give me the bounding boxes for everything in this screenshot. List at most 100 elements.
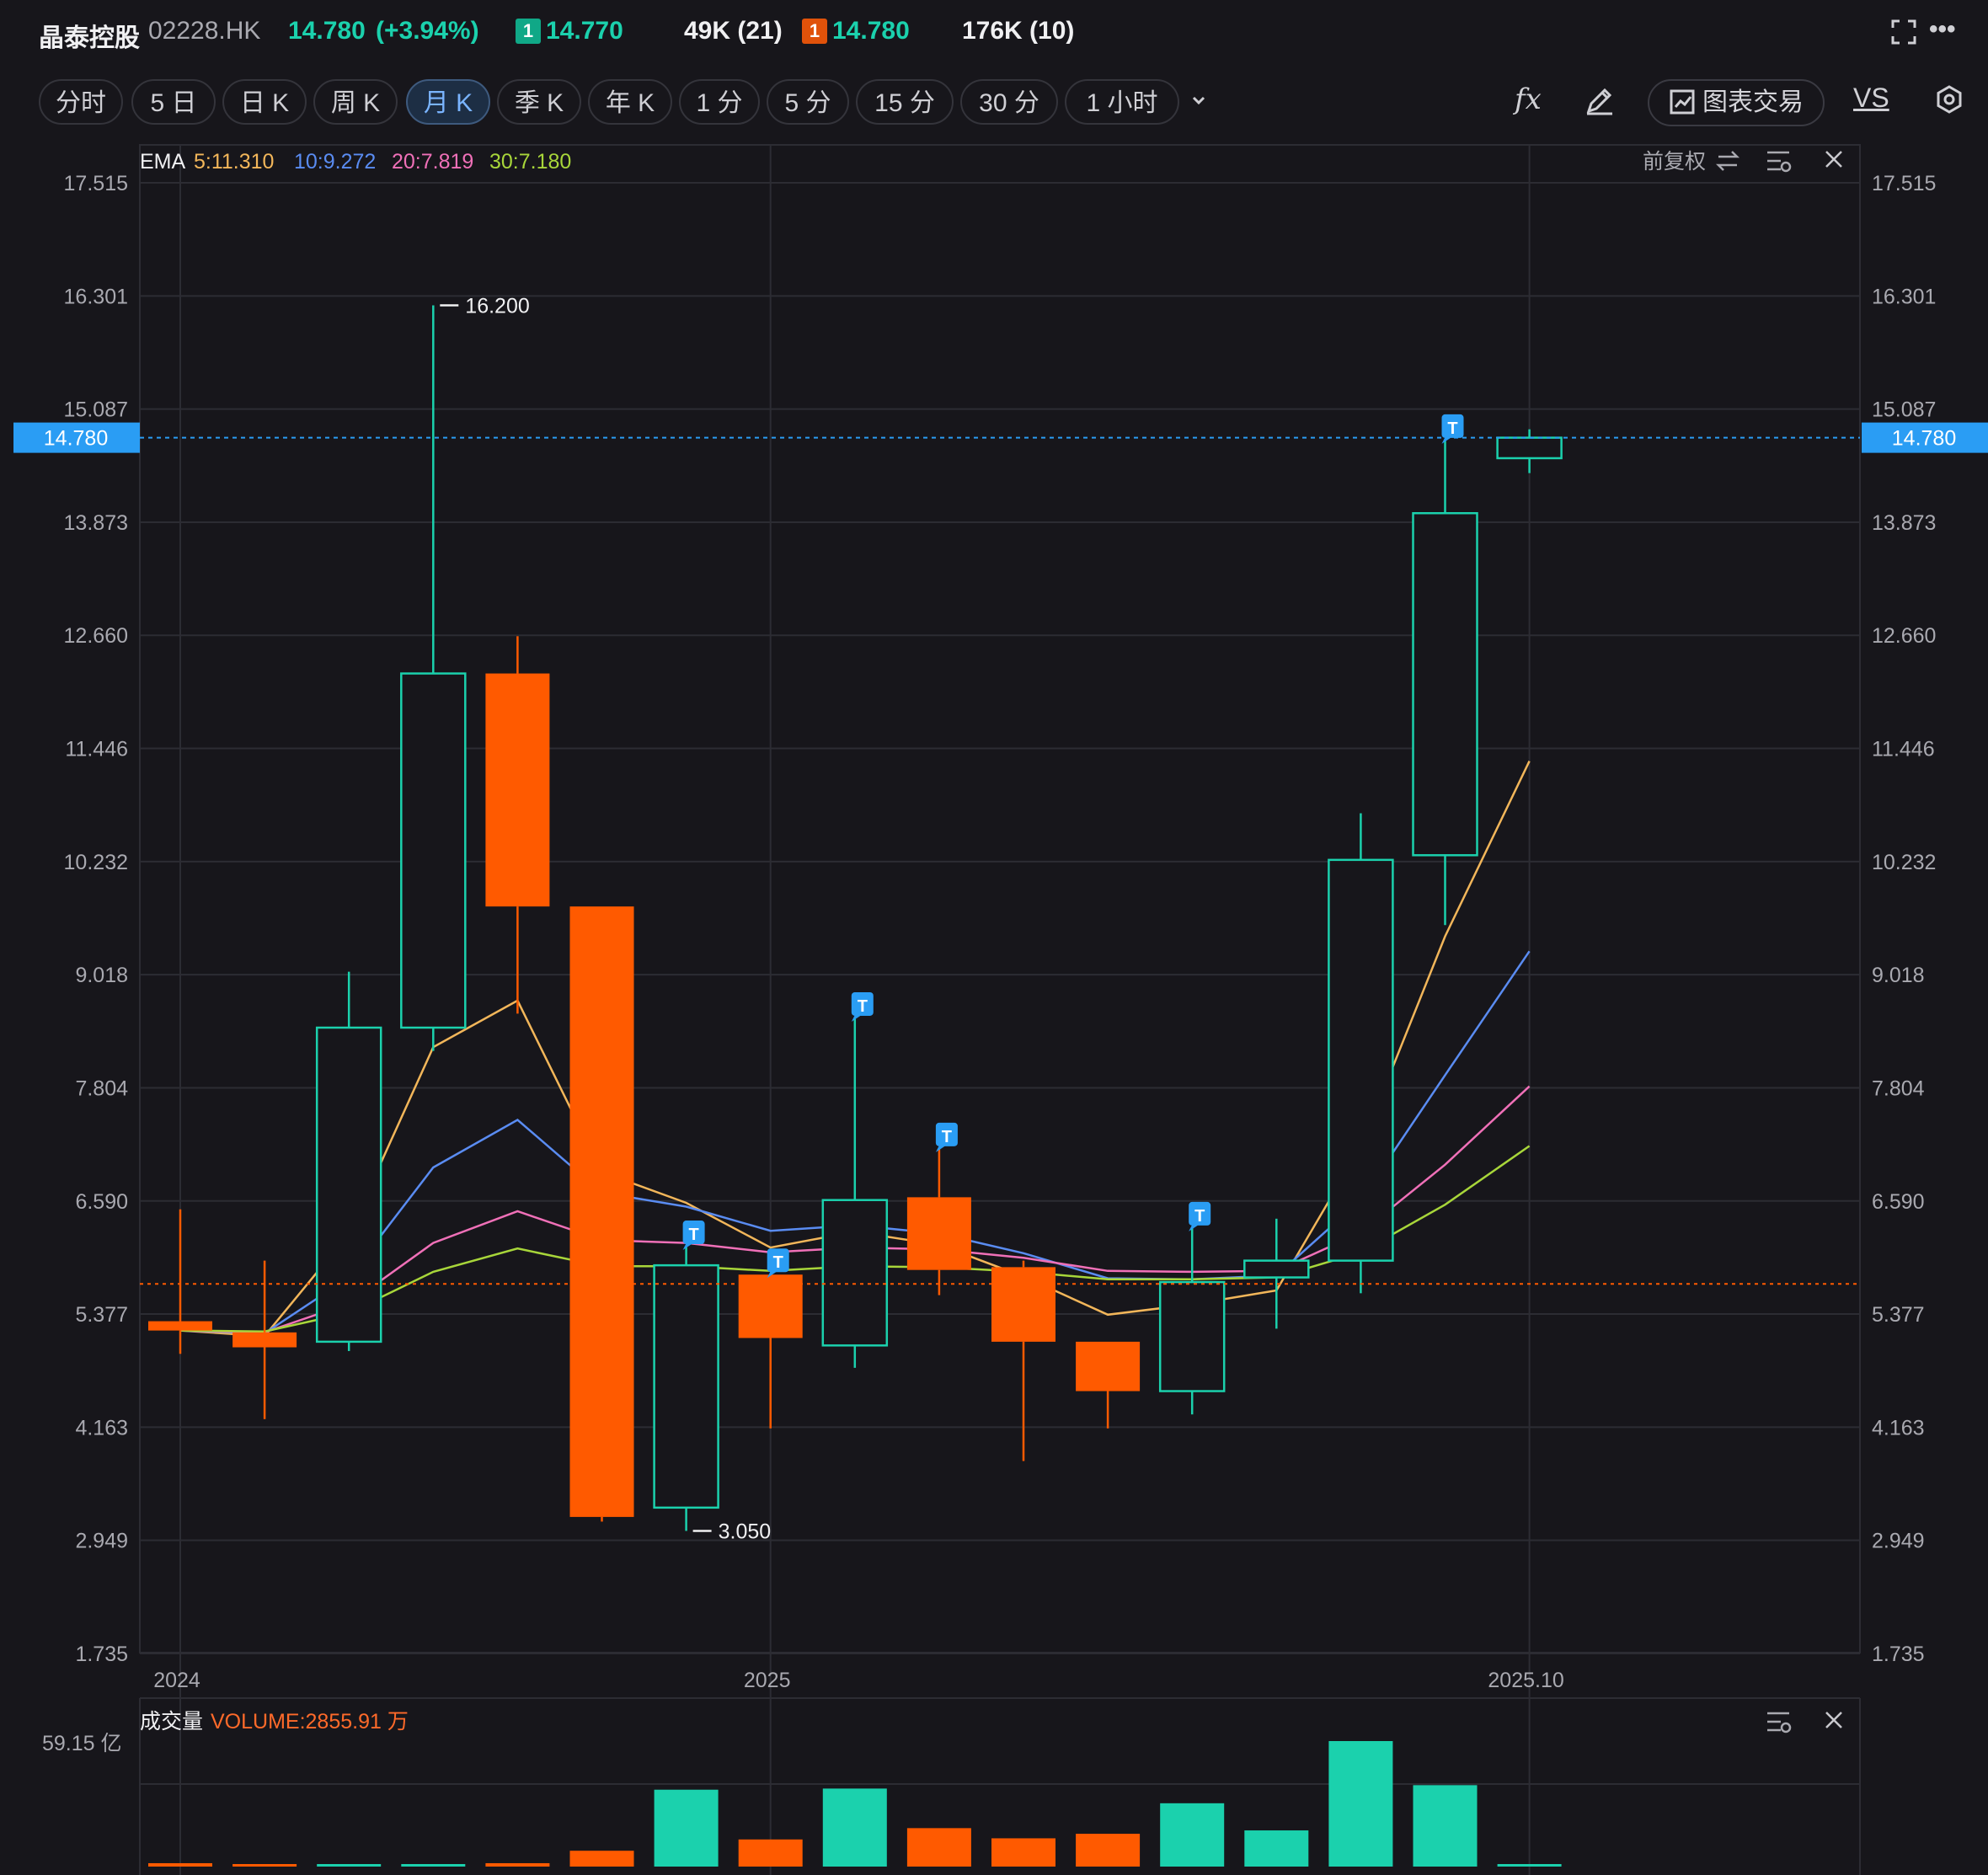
candle bbox=[485, 636, 550, 1014]
volume-bar bbox=[1160, 1803, 1225, 1867]
price-tick-left: 7.804 bbox=[75, 1076, 128, 1100]
candle bbox=[400, 305, 467, 1051]
ema5-legend: 5:11.310 bbox=[194, 150, 274, 174]
low-price-label: 3.050 bbox=[719, 1520, 772, 1544]
volume-bar bbox=[401, 1864, 466, 1867]
volume-bar bbox=[1413, 1785, 1478, 1867]
time-tick-label: 2025 bbox=[744, 1669, 791, 1692]
t-marker: T bbox=[1189, 1201, 1211, 1231]
time-tick-label: 2024 bbox=[153, 1669, 200, 1692]
t-marker-pointer bbox=[1189, 1224, 1200, 1231]
compare-vs-button[interactable]: VS bbox=[1853, 83, 1889, 113]
price-tick-right: 13.873 bbox=[1872, 511, 1936, 535]
volume-bar bbox=[738, 1839, 803, 1867]
current-price-tag-left bbox=[13, 422, 140, 453]
settings-icon[interactable] bbox=[1934, 84, 1964, 122]
tab-intraday[interactable]: 分时 bbox=[39, 79, 123, 125]
t-marker: T bbox=[767, 1248, 789, 1279]
candle bbox=[315, 971, 382, 1351]
t-marker: T bbox=[682, 1221, 705, 1251]
candle-body bbox=[1243, 1259, 1310, 1279]
draw-pencil-icon[interactable] bbox=[1584, 84, 1616, 124]
ema10-legend: 10:9.272 bbox=[294, 150, 376, 174]
price-tick-right: 15.087 bbox=[1872, 398, 1936, 422]
tab-week-k[interactable]: 周 K bbox=[313, 79, 398, 125]
chevron-down-icon[interactable] bbox=[1186, 88, 1211, 117]
chart-trade-icon bbox=[1670, 89, 1695, 115]
tab-year-k[interactable]: 年 K bbox=[588, 79, 672, 125]
kline-chart[interactable]: 16.200 3.050 T T T T T T 17.515 17.515 16.301 16.3… bbox=[0, 135, 1988, 1875]
candle bbox=[232, 1260, 297, 1419]
tab-5min[interactable]: 5 分 bbox=[767, 79, 849, 125]
candle bbox=[569, 906, 634, 1522]
tab-30min[interactable]: 30 分 bbox=[960, 79, 1058, 125]
close-volume-icon[interactable] bbox=[1825, 1712, 1842, 1728]
volume-bar bbox=[991, 1838, 1055, 1867]
close-indicator-icon[interactable] bbox=[1825, 151, 1842, 168]
bid-volume: 49K (21) bbox=[684, 17, 783, 45]
price-tick-left: 16.301 bbox=[64, 285, 128, 308]
t-marker-badge bbox=[935, 1122, 958, 1146]
tab-1hour[interactable]: 1 小时 bbox=[1065, 79, 1179, 125]
adjust-switch-icon[interactable] bbox=[1715, 151, 1740, 171]
candle-body bbox=[148, 1321, 212, 1331]
volume-bar bbox=[822, 1788, 887, 1867]
t-marker-label: T bbox=[1447, 419, 1457, 438]
adjust-mode-label[interactable]: 前复权 bbox=[1643, 150, 1706, 174]
price-tick-right: 17.515 bbox=[1872, 172, 1936, 195]
formula-icon[interactable]: fx bbox=[1515, 83, 1542, 116]
price-tick-right: 7.804 bbox=[1872, 1076, 1925, 1100]
price-tick-right: 2.949 bbox=[1872, 1530, 1925, 1553]
indicator-settings-icon[interactable] bbox=[1767, 151, 1792, 173]
current-price-tag-left-text: 14.780 bbox=[44, 427, 108, 451]
candle-body bbox=[1412, 511, 1478, 857]
more-icon[interactable]: ••• bbox=[1929, 15, 1956, 43]
tab-5day[interactable]: 5 日 bbox=[131, 79, 216, 125]
chart-trade-label: 图表交易 bbox=[1702, 88, 1804, 116]
ema20-legend: 20:7.819 bbox=[392, 150, 473, 174]
volume-bar bbox=[317, 1864, 382, 1867]
price-tick-right: 11.446 bbox=[1872, 738, 1935, 761]
price-tick-left: 6.590 bbox=[75, 1190, 128, 1214]
t-marker-badge bbox=[1189, 1201, 1211, 1226]
bid-quote: 1 14.770 bbox=[516, 17, 623, 45]
ema-indicator-label: EMA bbox=[140, 150, 186, 174]
t-marker-pointer bbox=[767, 1271, 778, 1279]
tab-quarter-k[interactable]: 季 K bbox=[497, 79, 581, 125]
fullscreen-icon[interactable] bbox=[1890, 19, 1917, 52]
volume-bar bbox=[485, 1862, 550, 1867]
price-tick-left: 15.087 bbox=[64, 398, 128, 422]
candle-body bbox=[232, 1332, 297, 1348]
volume-bar bbox=[232, 1864, 297, 1867]
price-tick-right: 5.377 bbox=[1872, 1303, 1925, 1327]
volume-settings-icon[interactable] bbox=[1767, 1712, 1792, 1733]
t-marker-badge bbox=[1441, 414, 1464, 438]
ask-quote: 1 14.780 bbox=[802, 17, 910, 45]
chart-grid bbox=[139, 144, 1861, 1875]
candle bbox=[991, 1260, 1055, 1461]
chart-overlay: 16.200 3.050 T T T T T T bbox=[140, 295, 1860, 1544]
volume-title: 成交量 bbox=[140, 1710, 203, 1733]
candle bbox=[653, 1247, 719, 1531]
candle-body bbox=[569, 906, 634, 1517]
candle bbox=[1243, 1218, 1310, 1329]
candle-body bbox=[738, 1274, 803, 1338]
t-marker-label: T bbox=[942, 1128, 952, 1146]
t-marker-pointer bbox=[935, 1145, 946, 1152]
t-marker-badge bbox=[851, 991, 874, 1016]
price-tick-left: 9.018 bbox=[75, 964, 128, 987]
tab-1min[interactable]: 1 分 bbox=[679, 79, 760, 125]
t-marker-label: T bbox=[688, 1226, 698, 1244]
tab-month-k[interactable]: 月 K bbox=[406, 79, 490, 125]
price-change: (+3.94%) bbox=[376, 17, 479, 45]
current-price-tag-right bbox=[1862, 422, 1988, 453]
volume-axis-max: 59.15 亿 bbox=[42, 1732, 122, 1755]
tab-day-k[interactable]: 日 K bbox=[222, 79, 307, 125]
volume-bar bbox=[1076, 1834, 1141, 1867]
ask-level-badge: 1 bbox=[802, 19, 827, 44]
tab-15min[interactable]: 15 分 bbox=[856, 79, 954, 125]
volume-legend: VOLUME:2855.91 万 bbox=[211, 1710, 409, 1733]
chart-trade-button[interactable]: 图表交易 bbox=[1648, 79, 1825, 126]
candle-body bbox=[1158, 1280, 1226, 1392]
t-marker-label: T bbox=[1194, 1207, 1205, 1226]
